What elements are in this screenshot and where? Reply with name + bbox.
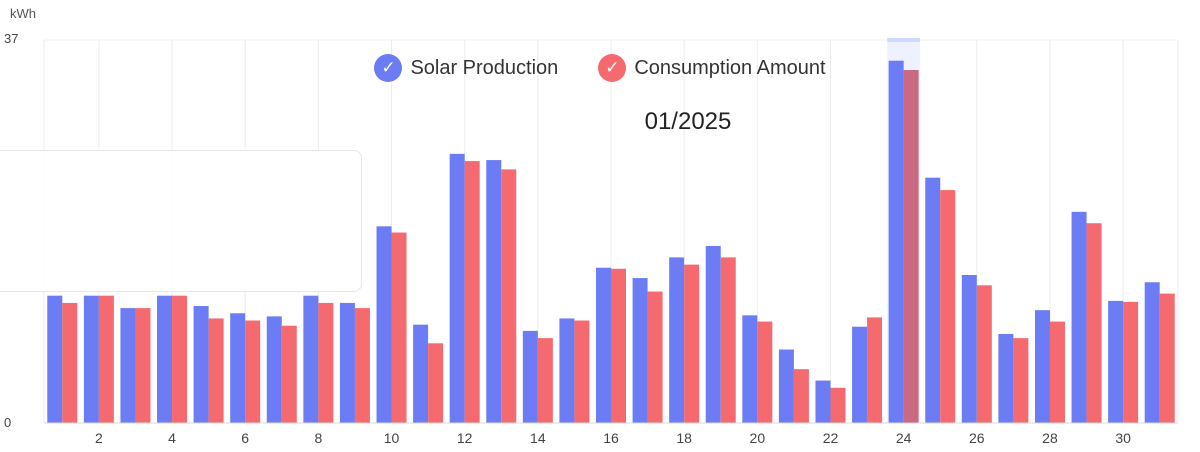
- bar-solar-day-5: [193, 306, 209, 423]
- bar-solar-day-1: [47, 295, 63, 423]
- bar-consumption-day-11: [428, 343, 444, 423]
- bar-consumption-day-7: [281, 325, 297, 423]
- bar-solar-day-9: [339, 302, 355, 423]
- bar-solar-day-18: [669, 257, 685, 423]
- bar-consumption-day-27: [1013, 338, 1029, 423]
- bar-solar-day-31: [1144, 282, 1160, 423]
- bar-consumption-day-26: [976, 285, 992, 423]
- bar-consumption-day-3: [135, 308, 151, 423]
- bar-consumption-day-24: [903, 70, 919, 423]
- bar-solar-day-3: [120, 308, 136, 423]
- bar-solar-day-10: [376, 226, 392, 423]
- bar-solar-day-23: [852, 326, 868, 423]
- bar-solar-day-6: [230, 313, 246, 423]
- bar-consumption-day-6: [245, 320, 261, 423]
- bar-consumption-day-22: [830, 387, 846, 423]
- bar-solar-day-2: [83, 295, 99, 423]
- tooltip-panel: [0, 150, 362, 292]
- x-tick-label: 8: [314, 430, 322, 446]
- bar-solar-day-20: [742, 315, 758, 423]
- bar-solar-day-4: [157, 295, 173, 423]
- x-tick-label: 6: [241, 430, 249, 446]
- bar-solar-day-26: [961, 274, 977, 423]
- bar-consumption-day-15: [574, 320, 590, 423]
- x-tick-label: 26: [969, 430, 985, 446]
- bar-solar-day-19: [705, 245, 721, 423]
- bar-solar-day-30: [1108, 300, 1124, 423]
- bar-consumption-day-20: [757, 321, 773, 423]
- bar-solar-day-14: [522, 330, 538, 423]
- bar-consumption-day-5: [208, 318, 224, 423]
- x-tick-label: 12: [457, 430, 473, 446]
- x-tick-label: 28: [1042, 430, 1058, 446]
- bar-consumption-day-4: [172, 295, 188, 423]
- x-tick-label: 24: [896, 430, 912, 446]
- x-tick-label: 18: [676, 430, 692, 446]
- bar-consumption-day-1: [62, 302, 78, 423]
- bar-consumption-day-28: [1049, 321, 1065, 423]
- bar-consumption-day-29: [1086, 223, 1102, 423]
- period-label: 01/2025: [644, 108, 732, 135]
- bar-solar-day-24: [888, 60, 904, 424]
- legend-solar-production[interactable]: ✓ Solar Production: [374, 54, 558, 82]
- bar-solar-day-7: [266, 316, 282, 423]
- x-tick-label: 20: [750, 430, 766, 446]
- bar-solar-day-17: [632, 278, 648, 423]
- bar-consumption-day-25: [940, 190, 956, 423]
- check-icon: ✓: [374, 54, 403, 82]
- bar-solar-day-15: [559, 318, 575, 423]
- x-tick-label: 30: [1115, 430, 1131, 446]
- x-tick-label: 22: [823, 430, 839, 446]
- bar-consumption-day-16: [611, 268, 626, 423]
- bar-consumption-day-10: [391, 232, 407, 423]
- bar-solar-day-16: [596, 267, 611, 423]
- selected-day-marker: [887, 38, 920, 42]
- bar-solar-day-11: [413, 324, 429, 423]
- bar-solar-day-21: [778, 349, 794, 423]
- bar-consumption-day-13: [501, 169, 517, 423]
- bar-solar-day-12: [449, 153, 465, 423]
- bar-consumption-day-18: [684, 264, 700, 423]
- bar-consumption-day-31: [1159, 293, 1175, 423]
- bar-solar-day-28: [1034, 310, 1050, 423]
- bar-consumption-day-30: [1123, 301, 1139, 423]
- bar-solar-day-25: [925, 177, 941, 423]
- bar-consumption-day-17: [647, 291, 663, 423]
- x-tick-label: 4: [168, 430, 176, 446]
- bar-solar-day-8: [303, 295, 319, 423]
- y-tick-max: 37: [4, 31, 19, 46]
- check-icon: ✓: [598, 54, 627, 82]
- bar-consumption-day-19: [720, 257, 736, 423]
- bar-consumption-day-9: [354, 308, 370, 423]
- bar-consumption-day-8: [318, 302, 334, 423]
- bar-consumption-day-21: [793, 369, 809, 423]
- chart-legend: ✓ Solar Production ✓ Consumption Amount: [0, 54, 1200, 82]
- bar-consumption-day-23: [867, 317, 883, 423]
- x-tick-label: 14: [530, 430, 546, 446]
- bar-solar-day-22: [815, 380, 831, 423]
- legend-consumption-amount[interactable]: ✓ Consumption Amount: [598, 54, 826, 82]
- bar-consumption-day-2: [98, 295, 114, 423]
- bar-solar-day-27: [998, 333, 1014, 423]
- bar-consumption-day-12: [464, 161, 480, 423]
- x-tick-label: 10: [384, 430, 400, 446]
- bar-consumption-day-14: [537, 338, 553, 423]
- y-tick-min: 0: [4, 415, 12, 430]
- x-tick-label: 2: [95, 430, 103, 446]
- bar-solar-day-13: [486, 160, 502, 423]
- legend-label-consumption: Consumption Amount: [634, 56, 826, 79]
- x-tick-label: 16: [603, 430, 619, 446]
- y-axis-unit-label: kWh: [10, 6, 36, 21]
- bar-solar-day-29: [1071, 211, 1087, 423]
- legend-label-solar: Solar Production: [410, 56, 559, 79]
